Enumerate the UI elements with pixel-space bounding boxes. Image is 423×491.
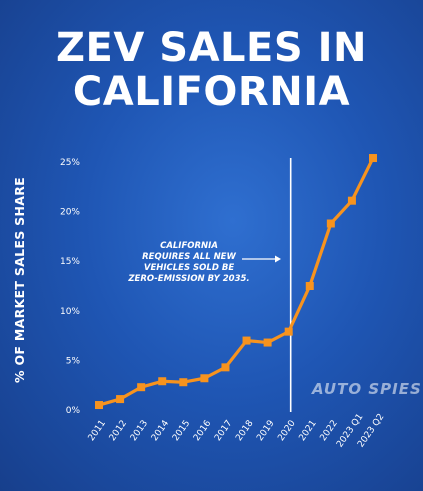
data-point [137,383,146,392]
data-point [200,374,209,383]
y-tick-label: 20% [60,208,80,218]
title-line-1: ZEV SALES IN [56,25,367,71]
y-tick-label: 25% [60,158,80,168]
data-point [242,336,251,345]
y-tick-label: 10% [60,307,80,317]
x-tick-label: 2019 [255,418,276,443]
x-tick-label: 2015 [171,419,192,443]
chart-title: ZEV SALES IN CALIFORNIA [0,26,423,114]
x-tick-label: 2012 [108,419,129,443]
data-point [179,378,188,387]
data-point [369,154,377,163]
y-tick-label: 15% [60,257,80,267]
x-tick-label: 2016 [192,418,213,443]
x-tick-label: 2017 [213,419,234,443]
annotation-line: CALIFORNIA [160,241,218,251]
annotation-line: ZERO-EMISSION BY 2035. [127,274,249,284]
data-point [95,401,103,410]
x-axis-ticks: 2011 2012 2013 2014 2015 2016 2017 2018 2019 2020… [87,412,387,449]
x-tick-label: 2018 [234,418,255,443]
data-point [347,196,356,205]
watermark: AUTO SPIES [312,380,422,398]
x-tick-label: 2022 [319,419,340,443]
data-point [284,327,293,336]
data-point [305,282,314,290]
x-tick-label: 2020 [276,418,297,443]
data-point [326,219,335,228]
y-tick-label: 0% [66,406,81,416]
data-point [263,338,272,347]
x-tick-label: 2011 [87,419,108,443]
data-point [116,395,125,404]
series-group [95,154,377,410]
title-line-2: CALIFORNIA [72,69,351,115]
annotation-line: REQUIRES ALL NEW [142,252,236,262]
x-tick-label: 2021 [297,419,318,443]
x-tick-label: 2014 [150,418,171,443]
data-point [221,363,230,372]
x-tick-label: 2013 [129,419,150,443]
annotation-arrow-head [275,255,281,263]
annotation-line: VEHICLES SOLD BE [144,263,234,273]
y-axis-ticks: 0% 5% 10% 15% 20% 25% [60,158,80,416]
data-point [158,377,167,386]
y-tick-label: 5% [66,356,81,366]
